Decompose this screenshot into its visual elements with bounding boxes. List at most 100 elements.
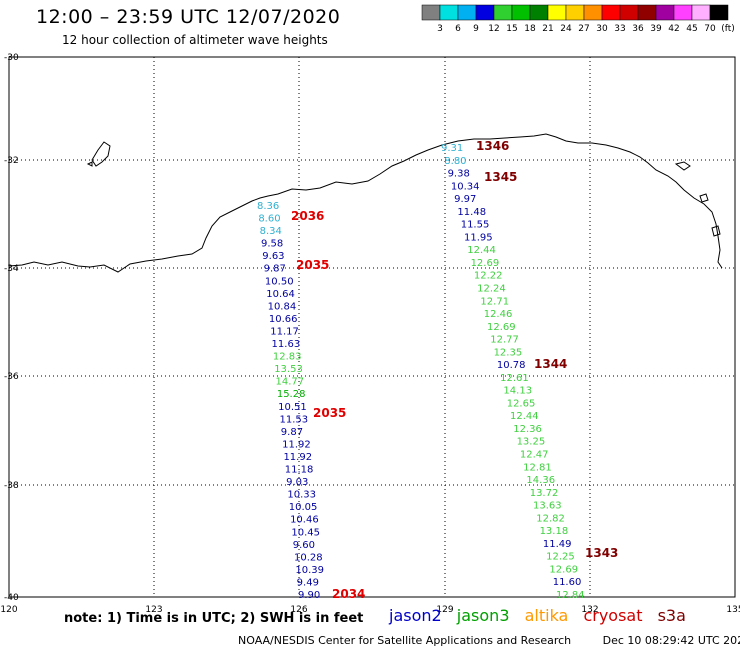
legend-jason3: jason3: [456, 606, 510, 625]
swh-value: 8.80: [444, 156, 466, 167]
swh-value: 11.17: [270, 326, 299, 337]
scale-swatch: [655, 4, 675, 21]
map-frame: [8, 56, 736, 598]
swh-value: 10.05: [289, 502, 318, 513]
scale-swatch: [439, 4, 459, 21]
scale-label: 24: [560, 24, 572, 34]
swh-value: 10.39: [295, 565, 324, 576]
scale-swatch: [601, 4, 621, 21]
scale-label: (ft): [721, 24, 735, 34]
lat-tick-label: -36: [4, 372, 19, 382]
scale-label: 21: [542, 24, 553, 34]
swh-value: 10.64: [266, 289, 295, 300]
swh-value: 11.60: [553, 577, 582, 588]
pass-time-label: 1343: [585, 546, 618, 560]
swh-value: 12.65: [507, 398, 536, 409]
pass-time-label: 2035: [296, 258, 329, 272]
lat-tick-label: -40: [4, 593, 19, 603]
swh-value: 9.49: [297, 577, 319, 588]
scale-label: 45: [686, 24, 697, 34]
scale-swatch: [565, 4, 585, 21]
swh-value: 11.53: [279, 414, 308, 425]
swh-value: 12.69: [549, 564, 578, 575]
legend-altika: altika: [524, 606, 569, 625]
swh-value: 12.69: [471, 258, 500, 269]
lat-tick-label: -34: [4, 264, 19, 274]
swh-value: 13.63: [533, 501, 562, 512]
swh-value: 12.25: [546, 552, 575, 563]
scale-swatch: [637, 4, 657, 21]
swh-value: 9.38: [448, 169, 470, 180]
scale-swatch: [547, 4, 567, 21]
lat-tick-label: -38: [4, 481, 19, 491]
swh-value: 11.63: [272, 339, 301, 350]
pass-time-label: 1344: [534, 357, 567, 371]
swh-value: 10.78: [497, 360, 526, 371]
scale-swatch: [529, 4, 549, 21]
pass-time-label: 2034: [332, 587, 365, 601]
scale-swatch: [709, 4, 729, 21]
scale-swatch: [673, 4, 693, 21]
swh-value: 12.77: [490, 335, 519, 346]
scale-label: 3: [437, 24, 443, 34]
swh-value: 13.25: [517, 437, 546, 448]
swh-value: 12.44: [510, 411, 539, 422]
lon-tick-label: 129: [436, 605, 453, 615]
swh-value: 10.50: [265, 276, 294, 287]
swh-value: 8.36: [257, 201, 279, 212]
scale-swatch: [493, 4, 513, 21]
scale-label: 27: [578, 24, 589, 34]
coastline: [8, 133, 723, 273]
swh-value: 12.46: [484, 309, 513, 320]
scale-swatch: [511, 4, 531, 21]
lat-tick-label: -32: [4, 156, 19, 166]
axis-tick-labels: 120 123 126 129 132 135 -30 -32 -34 -36 -38 -40: [0, 53, 740, 615]
note-text: note: 1) Time is in UTC; 2) SWH is in fe…: [64, 611, 364, 626]
swh-value: 14.36: [526, 475, 555, 486]
swh-value: 12.44: [467, 245, 496, 256]
swh-value: 9.87: [281, 427, 303, 438]
swh-value: 9.87: [264, 264, 286, 275]
swh-value: 9.90: [298, 590, 320, 601]
scale-label: 30: [596, 24, 608, 34]
swh-value: 11.48: [457, 207, 486, 218]
chart-title: 12:00 – 23:59 UTC 12/07/2020: [36, 6, 341, 28]
swh-value: 13.53: [274, 364, 303, 375]
footer: NOAA/NESDIS Center for Satellite Applica…: [238, 634, 740, 647]
scale-swatch: [619, 4, 639, 21]
swh-value: 10.66: [269, 314, 298, 325]
legend-jason2: jason2: [389, 606, 442, 625]
swh-value: 11.95: [464, 232, 493, 243]
scale-label: 39: [650, 24, 662, 34]
swh-value: 10.33: [287, 490, 316, 501]
satellite-legend: jason2 jason3 altika cryosat s3a: [389, 606, 696, 625]
swh-value: 12.84: [556, 590, 585, 601]
pass-time-label: 1346: [476, 139, 509, 153]
swh-value: 10.46: [290, 515, 319, 526]
swh-value: 13.72: [530, 488, 559, 499]
scale-label: 33: [614, 24, 625, 34]
footer-timestamp: Dec 10 08:29:42 UTC 2020: [602, 634, 740, 647]
swh-value: 12.82: [536, 513, 565, 524]
swh-value: 13.18: [540, 526, 569, 537]
scale-swatch: [457, 4, 477, 21]
scale-label: 6: [455, 24, 461, 34]
scale-swatch: [583, 4, 603, 21]
pass-time-labels: 2036 2035 2035 2034 1346 1345 1344 1343: [291, 139, 618, 601]
swh-value: 12.22: [474, 271, 503, 282]
swh-value: 12.71: [480, 296, 509, 307]
swh-value: 12.81: [523, 462, 552, 473]
swh-value: 12.35: [494, 347, 523, 358]
swh-value: 8.60: [258, 214, 280, 225]
swh-value: 10.84: [268, 301, 297, 312]
swh-value: 14.13: [503, 386, 532, 397]
pass-time-label: 1345: [484, 170, 517, 184]
scale-label: 70: [704, 24, 716, 34]
scale-swatch: [421, 4, 441, 21]
scale-label: 12: [488, 24, 499, 34]
swh-value: 12.36: [513, 424, 542, 435]
swh-value: 10.51: [278, 402, 307, 413]
lon-tick-label: 126: [290, 605, 307, 615]
